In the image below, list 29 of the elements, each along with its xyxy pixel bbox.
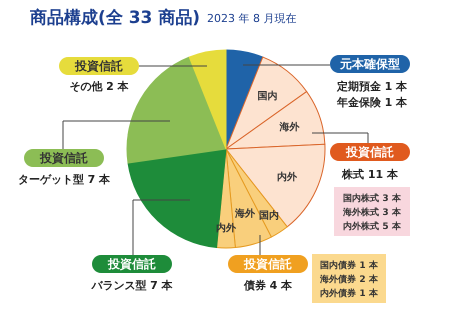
text: 債券 4 本 [242, 279, 294, 292]
pie-slice [126, 56, 226, 164]
text: 海外株式 3 本 [342, 207, 402, 218]
text: 投資信託 [74, 59, 123, 73]
text: その他 2 本 [69, 80, 130, 93]
text: 内外債券 1 本 [320, 288, 379, 299]
text: 年金保険 1 本 [336, 96, 408, 109]
text: 国内株式 3 本 [343, 193, 402, 204]
text: ターゲット型 7 本 [18, 173, 112, 186]
text: 投資信託 [39, 151, 88, 165]
text: 投資信託 [345, 145, 394, 159]
text: 株式 11 本 [341, 168, 399, 181]
slice-label: 国内 [258, 210, 279, 222]
text: 内外株式 5 本 [343, 221, 402, 232]
chart-subtitle: 2023 年 8 月現在 [207, 12, 296, 25]
text: 定期預金 1 本 [336, 80, 408, 93]
text: バランス型 7 本 [90, 279, 174, 292]
chart-title: 商品構成(全 33 商品) [29, 8, 200, 28]
text: 投資信託 [243, 257, 292, 271]
text: 元本確保型 [339, 57, 400, 71]
pie-slice [128, 148, 226, 248]
text: 海外債券 2 本 [319, 274, 379, 285]
text: 投資信託 [107, 257, 156, 271]
text: 国内債券 1 本 [320, 260, 379, 271]
slice-label: 海外 [278, 120, 301, 133]
pie-slice [188, 50, 226, 150]
slice-label: 内外 [277, 170, 298, 183]
slice-label: 国内 [258, 90, 278, 102]
slice-label: 海外 [234, 208, 256, 220]
